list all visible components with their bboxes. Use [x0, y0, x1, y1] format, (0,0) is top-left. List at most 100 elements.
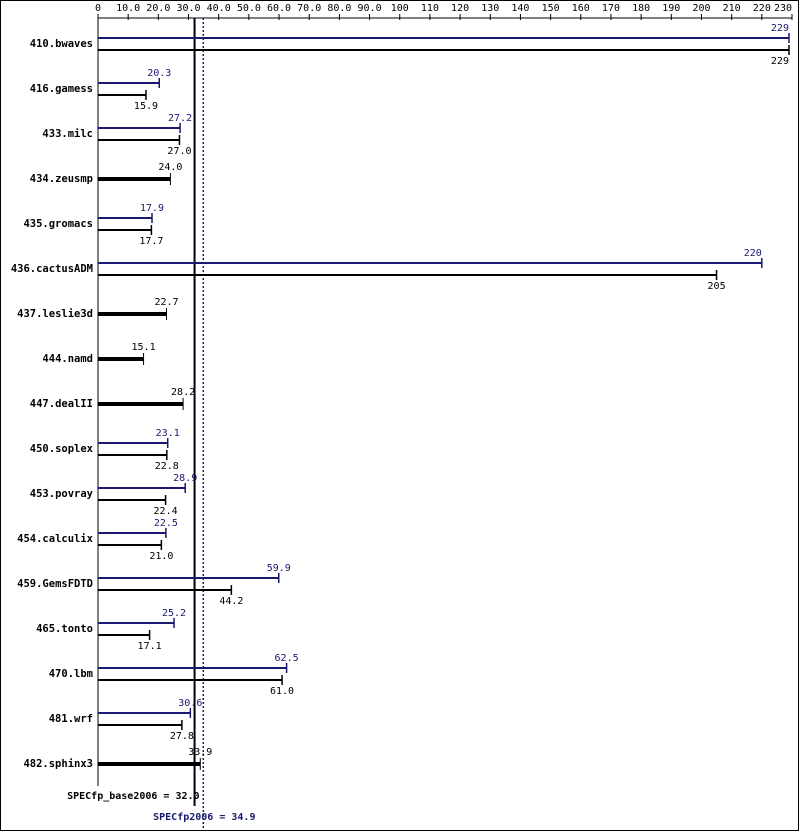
bar [98, 402, 184, 406]
x-tick-label: 120 [451, 3, 469, 14]
bar [98, 37, 789, 39]
bar [98, 622, 175, 624]
category-label: 481.wrf [49, 713, 93, 725]
bar [98, 667, 287, 669]
category-label: 436.cactusADM [11, 263, 93, 275]
bar [98, 82, 160, 84]
x-tick-label: 40.0 [207, 3, 231, 14]
category-label: 450.soplex [30, 443, 94, 455]
category-label: 433.milc [42, 128, 93, 140]
x-tick-label: 110 [421, 3, 439, 14]
value-label: 22.5 [154, 518, 178, 529]
bar [98, 724, 182, 726]
x-tick-label: 0 [95, 3, 101, 14]
bar [98, 139, 180, 141]
category-label: 447.dealII [30, 398, 93, 410]
value-label: 17.7 [139, 236, 163, 247]
x-tick-label: 90.0 [358, 3, 382, 14]
bar [98, 679, 283, 681]
category-label: 435.gromacs [23, 218, 93, 230]
value-label: 22.4 [154, 506, 178, 517]
x-tick-label: 220 [753, 3, 771, 14]
bar [98, 177, 171, 181]
x-tick-label: 230 [774, 3, 792, 14]
x-tick-label: 80.0 [327, 3, 351, 14]
bar [98, 94, 146, 96]
value-label: 15.1 [132, 342, 156, 353]
category-label: 459.GemsFDTD [17, 578, 93, 590]
value-label: 30.6 [178, 698, 202, 709]
value-label: 24.0 [158, 162, 182, 173]
bar [98, 274, 717, 276]
bar [98, 499, 166, 501]
value-label: 62.5 [275, 653, 299, 664]
bar [98, 589, 232, 591]
value-label: 22.7 [154, 297, 178, 308]
category-label: 444.namd [42, 353, 93, 365]
bar [98, 454, 167, 456]
value-label: 220 [744, 248, 762, 259]
value-label: 229 [771, 23, 789, 34]
bar [98, 217, 153, 219]
value-label: 59.9 [267, 563, 291, 574]
bar [98, 127, 181, 129]
value-label: 17.1 [138, 641, 162, 652]
value-label: 21.0 [149, 551, 173, 562]
x-tick-label: 20.0 [146, 3, 170, 14]
bar [98, 442, 168, 444]
x-tick-label: 150 [542, 3, 560, 14]
bar [98, 577, 279, 579]
bar [98, 544, 162, 546]
bar [98, 229, 152, 231]
bar [98, 312, 167, 316]
category-label: 470.lbm [49, 668, 93, 680]
value-label: 205 [708, 281, 726, 292]
reference-label: SPECfp2006 = 34.9 [153, 812, 255, 823]
category-label: 453.povray [30, 488, 94, 500]
bar [98, 487, 186, 489]
value-label: 28.9 [173, 473, 197, 484]
bar [98, 712, 191, 714]
category-label: 482.sphinx3 [23, 758, 93, 770]
value-label: 22.8 [155, 461, 179, 472]
category-label: 434.zeusmp [30, 173, 93, 185]
x-tick-label: 30.0 [176, 3, 200, 14]
bar [98, 49, 789, 51]
x-tick-label: 50.0 [237, 3, 261, 14]
value-label: 33.9 [188, 747, 212, 758]
value-label: 17.9 [140, 203, 164, 214]
bar [98, 262, 762, 264]
category-label: 410.bwaves [30, 38, 93, 50]
category-label: 465.tonto [36, 623, 93, 635]
x-tick-label: 10.0 [116, 3, 140, 14]
category-label: 416.gamess [30, 83, 93, 95]
bar [98, 634, 150, 636]
x-tick-label: 70.0 [297, 3, 321, 14]
x-tick-label: 190 [662, 3, 680, 14]
bar [98, 357, 144, 361]
bar [98, 532, 166, 534]
value-label: 15.9 [134, 101, 158, 112]
x-tick-label: 140 [511, 3, 529, 14]
value-label: 27.8 [170, 731, 194, 742]
value-label: 28.2 [171, 387, 195, 398]
x-tick-label: 60.0 [267, 3, 291, 14]
x-tick-label: 160 [572, 3, 590, 14]
x-tick-label: 100 [391, 3, 409, 14]
value-label: 27.0 [167, 146, 191, 157]
category-label: 437.leslie3d [17, 308, 93, 320]
value-label: 27.2 [168, 113, 192, 124]
category-label: 454.calculix [17, 533, 94, 545]
value-label: 61.0 [270, 686, 294, 697]
value-label: 23.1 [156, 428, 180, 439]
value-label: 229 [771, 56, 789, 67]
x-tick-label: 180 [632, 3, 650, 14]
value-label: 25.2 [162, 608, 186, 619]
x-tick-label: 210 [723, 3, 741, 14]
value-label: 20.3 [147, 68, 171, 79]
x-tick-label: 200 [692, 3, 710, 14]
x-tick-label: 130 [481, 3, 499, 14]
x-tick-label: 170 [602, 3, 620, 14]
